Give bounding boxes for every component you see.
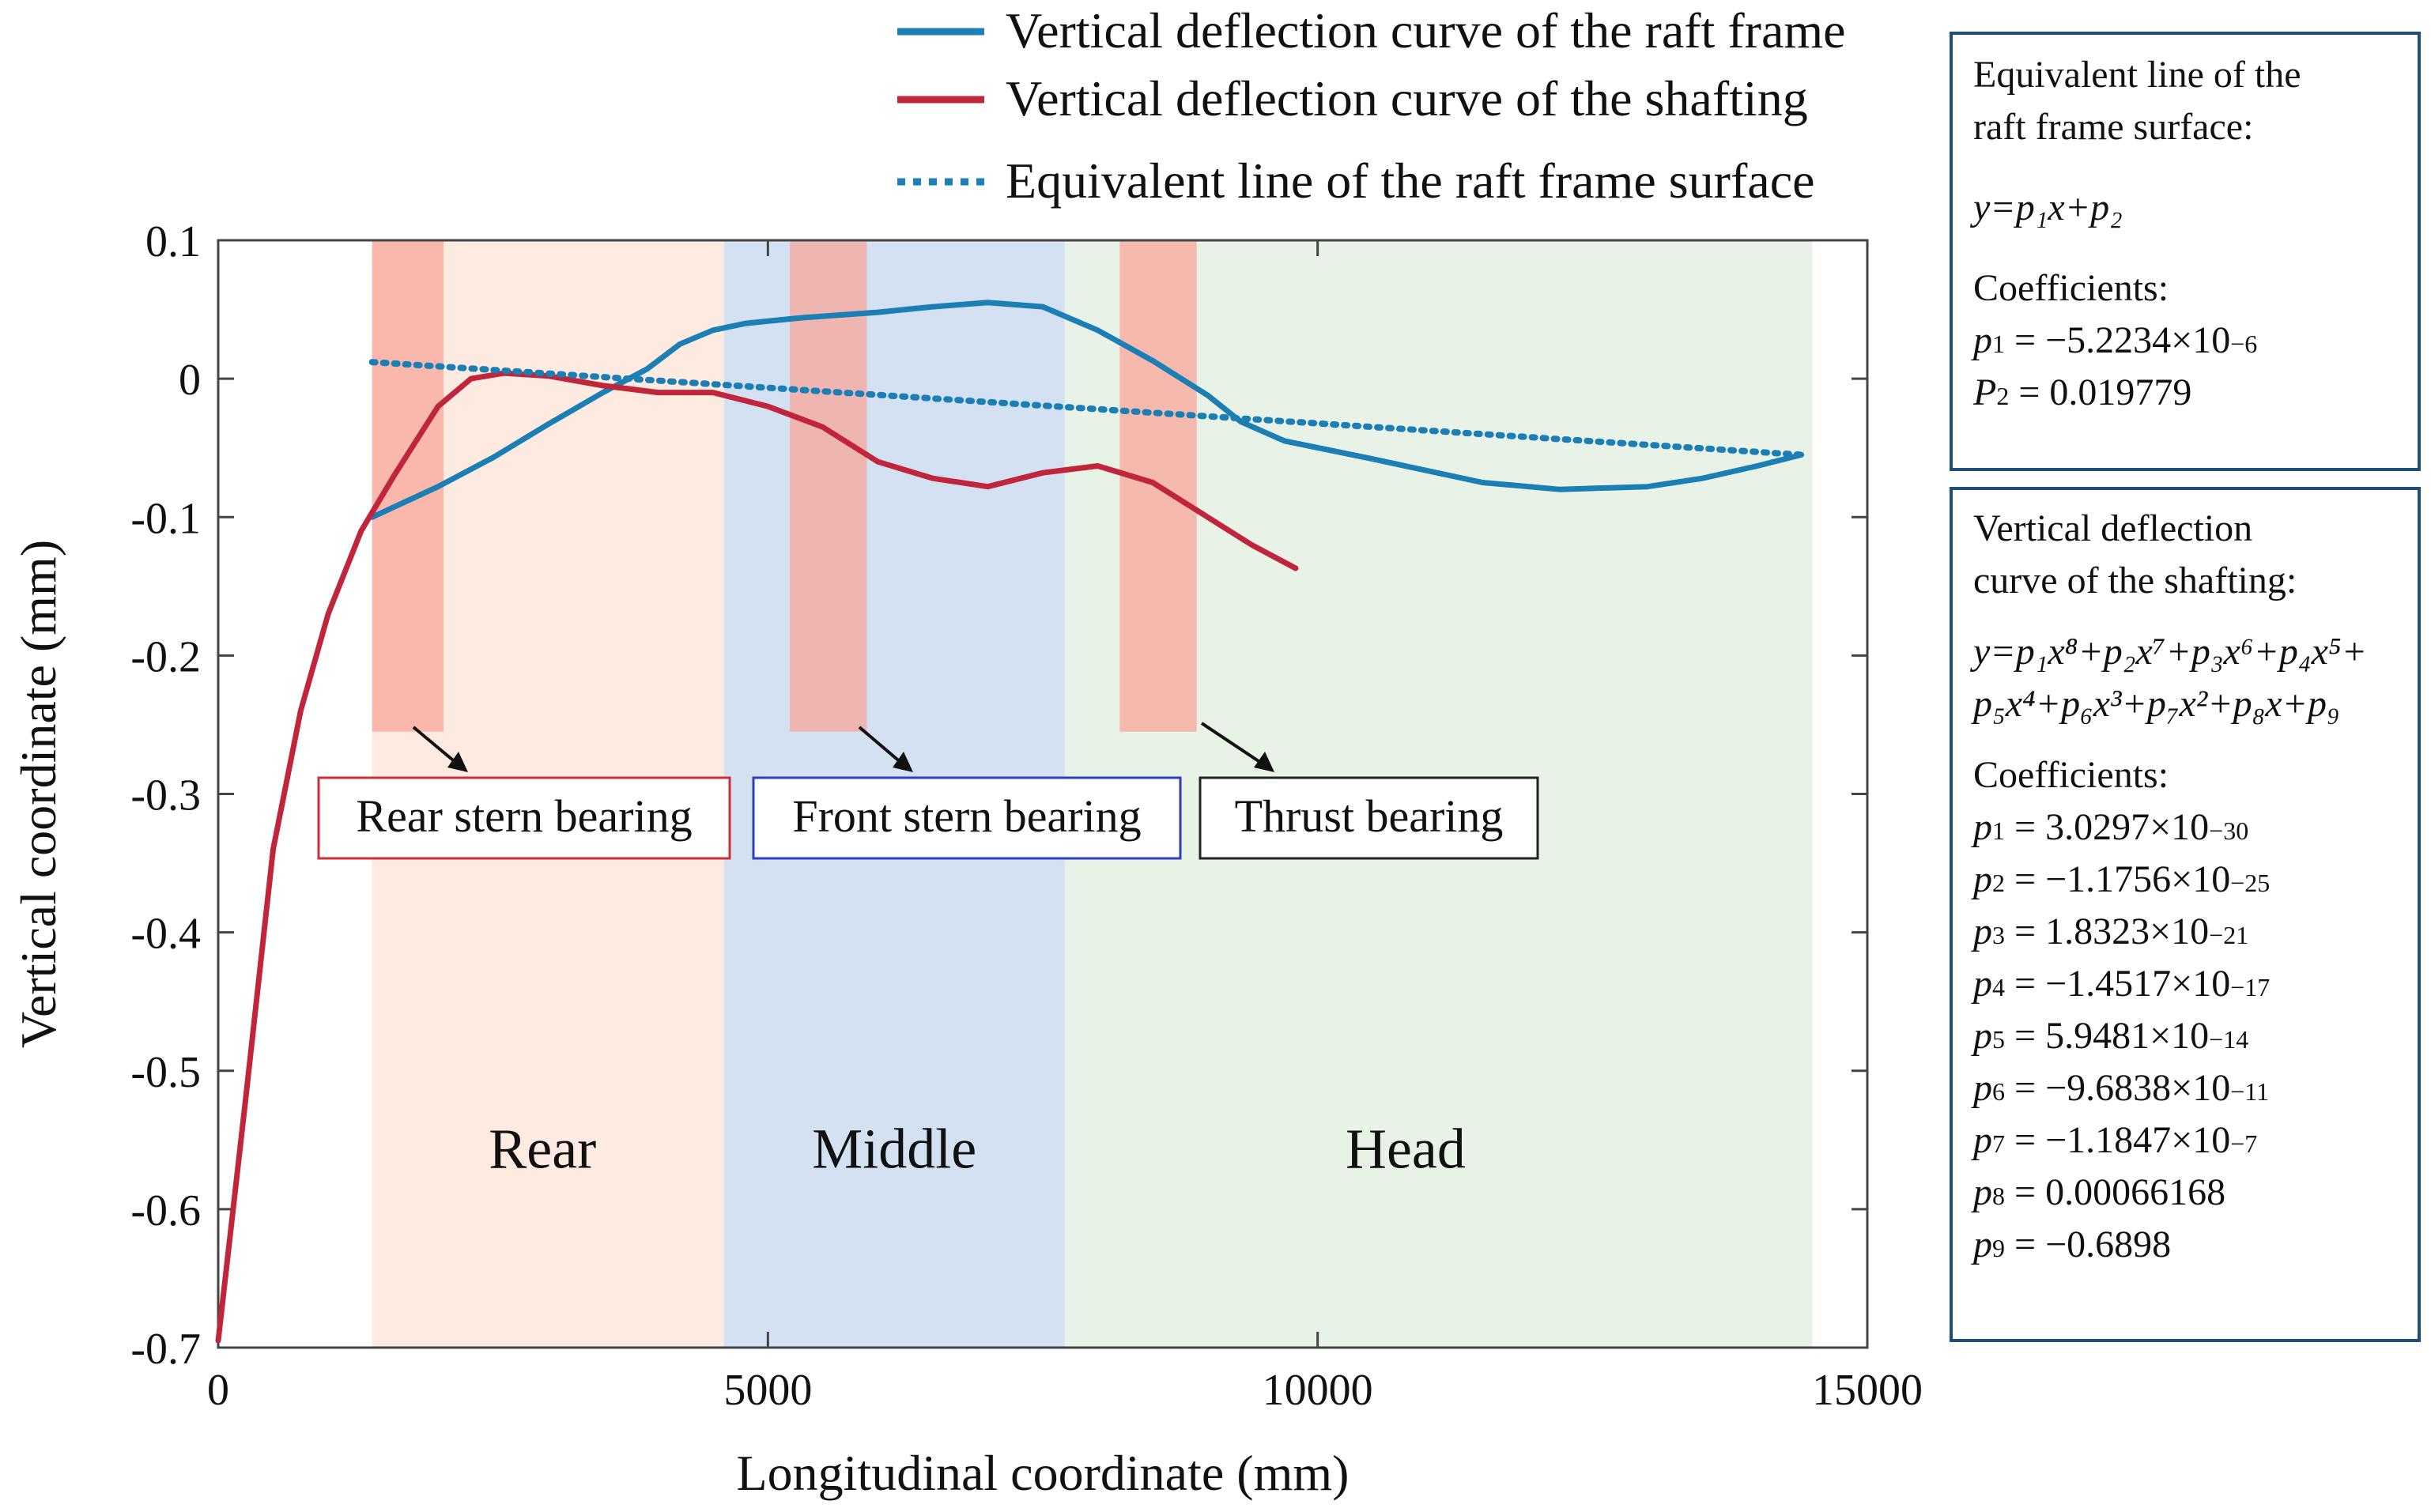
bearing-arrow-head-3 <box>1254 752 1274 772</box>
coefficient-value: 1.8323×10 <box>2045 911 2210 952</box>
coefficient-value: 3.0297×10 <box>2045 806 2210 848</box>
series-line-2 <box>215 370 1299 1344</box>
equals-sign: = <box>2005 1119 2046 1161</box>
coefficient-value: −1.4517×10 <box>2045 963 2231 1005</box>
coefficient-value: −0.6898 <box>2045 1224 2172 1265</box>
shafting-title-2: curve of the shafting: <box>1973 560 2297 601</box>
y-tick-label: -0.6 <box>130 1186 201 1235</box>
y-tick-label: -0.5 <box>130 1048 201 1097</box>
region-label-middle: Middle <box>812 1117 976 1180</box>
region-label-head: Head <box>1346 1117 1466 1180</box>
legend-label-1: Vertical deflection curve of the raft fr… <box>1006 2 1846 58</box>
coefficient-value: 0.019779 <box>2049 371 2192 413</box>
coefficient-value: 0.00066168 <box>2045 1171 2226 1213</box>
bearing-label-box-2 <box>752 776 1182 860</box>
region-label-rear: Rear <box>489 1117 596 1180</box>
series-line-3 <box>368 359 1805 458</box>
equivalent-line-coef-title: Coefficients: <box>1973 267 2169 309</box>
x-tick-label: 15000 <box>1812 1366 1923 1415</box>
y-tick-label: 0 <box>179 356 201 405</box>
bearing-band-1 <box>372 240 444 732</box>
coefficient-name: p <box>1973 911 1992 952</box>
bearing-label-box-3 <box>1199 776 1539 860</box>
coefficient-name: p <box>1973 1067 1992 1109</box>
equals-sign: = <box>2005 1224 2046 1265</box>
equals-sign: = <box>2009 371 2050 413</box>
y-tick-label: 0.1 <box>145 217 201 266</box>
bearing-label-2: Front stern bearing <box>792 790 1141 842</box>
coefficient-name: p <box>1973 1171 1992 1213</box>
x-tick-label: 5000 <box>723 1366 812 1415</box>
coefficient-name: p <box>1973 1224 1992 1265</box>
coefficient-value: −1.1847×10 <box>2045 1119 2231 1161</box>
coefficient-name: p <box>1973 858 1992 900</box>
legend-label-2: Vertical deflection curve of the shaftin… <box>1006 70 1808 126</box>
x-axis-label: Longitudinal coordinate (mm) <box>737 1445 1350 1501</box>
bearing-arrow-head-2 <box>893 752 913 772</box>
coefficient-value: −1.1756×10 <box>2045 858 2231 900</box>
equivalent-line-title-1: Equivalent line of the <box>1973 54 2301 96</box>
equals-sign: = <box>2005 1171 2046 1213</box>
shafting-equation-1: y=p₁x⁸+p₂x⁷+p₃x⁶+p₄x⁵+ <box>1973 631 2367 673</box>
y-tick-label: -0.4 <box>130 910 201 959</box>
equals-sign: = <box>2005 319 2046 361</box>
coefficient-value: 5.9481×10 <box>2045 1015 2210 1057</box>
bearing-arrow-line-3 <box>1200 722 1270 769</box>
bearing-label-1: Rear stern bearing <box>356 790 692 842</box>
y-tick-label: -0.1 <box>130 494 201 543</box>
shafting-curve-box: Vertical deflection curve of the shaftin… <box>1950 487 2421 1342</box>
shafting-coef-title: Coefficients: <box>1973 754 2169 796</box>
equivalent-line-box: Equivalent line of the raft frame surfac… <box>1950 32 2421 471</box>
y-tick-label: -0.2 <box>130 632 201 681</box>
x-tick-label: 0 <box>207 1366 229 1415</box>
shafting-equation-2: p₅x⁴+p₆x³+p₇x²+p₈x+p₉ <box>1973 683 2340 725</box>
bearing-arrow-head-1 <box>447 752 468 772</box>
y-axis-label: Vertical coordinate (mm) <box>10 540 66 1048</box>
equals-sign: = <box>2005 858 2046 900</box>
legend-label-3: Equivalent line of the raft frame surfac… <box>1006 153 1815 209</box>
equals-sign: = <box>2005 806 2046 848</box>
equivalent-line-equation: y=p₁x+p₂ <box>1973 187 2123 228</box>
equals-sign: = <box>2005 963 2046 1005</box>
equals-sign: = <box>2005 1015 2046 1057</box>
coefficient-name: p <box>1973 806 1992 848</box>
coefficient-name: p <box>1973 1119 1992 1161</box>
y-tick-label: -0.3 <box>130 771 201 820</box>
bearing-label-box-1 <box>317 776 731 860</box>
bearing-label-3: Thrust bearing <box>1235 790 1504 842</box>
equals-sign: = <box>2005 1067 2046 1109</box>
coefficient-value: −9.6838×10 <box>2045 1067 2231 1109</box>
coefficient-name: p <box>1973 319 1992 361</box>
x-tick-label: 10000 <box>1263 1366 1373 1415</box>
y-tick-label: -0.7 <box>130 1325 201 1374</box>
coefficient-name: P <box>1973 371 1997 413</box>
equivalent-line-title-2: raft frame surface: <box>1973 106 2254 148</box>
shafting-title-1: Vertical deflection <box>1973 507 2253 549</box>
bearing-band-2 <box>790 240 867 732</box>
equals-sign: = <box>2005 911 2046 952</box>
coefficient-name: p <box>1973 1015 1992 1057</box>
coefficient-value: −5.2234×10 <box>2045 319 2231 361</box>
coefficient-name: p <box>1973 963 1992 1005</box>
